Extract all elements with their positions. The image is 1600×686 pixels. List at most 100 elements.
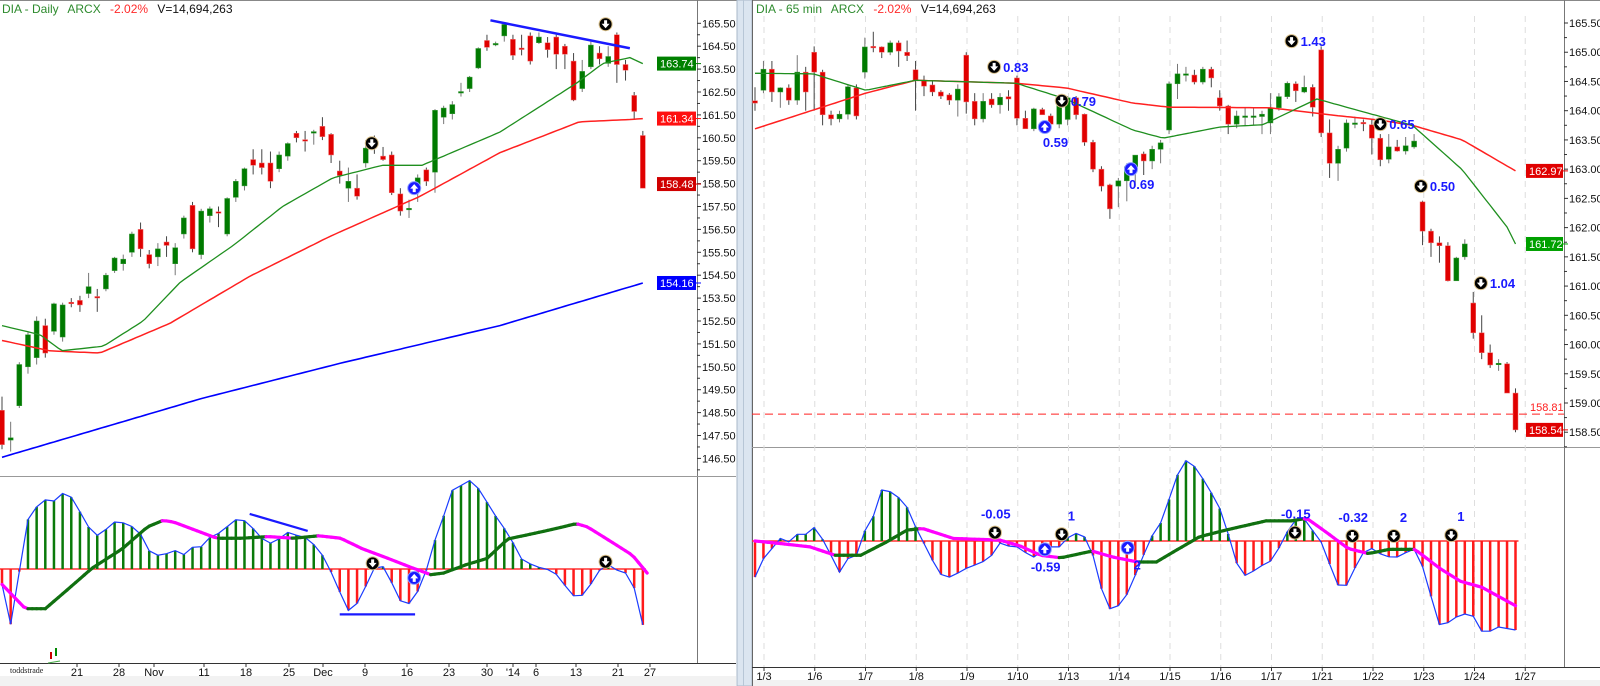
candle-body-down	[1318, 49, 1324, 134]
candle-body-down	[963, 54, 969, 103]
axis-tick-label: 159.50	[702, 156, 736, 168]
candle-body-up	[845, 86, 851, 115]
candle	[870, 31, 877, 53]
candle-body-down	[302, 139, 308, 142]
candle	[1259, 110, 1265, 135]
candle	[449, 101, 456, 120]
arrow-down-icon	[1376, 120, 1385, 129]
candle	[1504, 362, 1510, 394]
oscillator-panel	[0, 479, 649, 626]
candle-body-down	[189, 205, 196, 250]
candle-body-down	[380, 155, 386, 160]
axis-tick-label: 165.50	[702, 18, 736, 30]
candle	[163, 236, 170, 257]
time-tick-label: 6	[533, 667, 539, 679]
candle	[946, 93, 953, 105]
price-axis: 165.50 165.00 164.50 164.00 163.50 163.00 162.…	[1564, 18, 1600, 448]
price-badges: 163.74 161.34 158.48 154.16	[657, 56, 701, 290]
signal-label: 0.79	[1071, 94, 1096, 109]
candle	[16, 362, 23, 409]
time-tick-label: 1/15	[1159, 671, 1180, 683]
candle	[1470, 291, 1476, 339]
candle-body-up	[311, 131, 317, 134]
candle-body-down	[423, 169, 430, 182]
candle-body-down	[1326, 132, 1333, 164]
candle-body-up	[1343, 122, 1350, 149]
candle	[1115, 177, 1122, 208]
candle	[319, 117, 326, 141]
candle-body-down	[1005, 96, 1012, 100]
candle-body-up	[536, 36, 542, 44]
arrow-down-icon	[1447, 531, 1456, 540]
axis-tick-label: 159.50	[1569, 369, 1600, 381]
candle-body-down	[946, 94, 953, 101]
time-tick-label: 18	[240, 667, 252, 679]
price-badge-label: 161.72	[1529, 239, 1563, 251]
candle-body-down	[259, 162, 265, 168]
candle-body-down	[319, 126, 326, 137]
candle-body-up	[1233, 115, 1240, 125]
right-65min-chart: 158.81 0.83 0.59 0.79 0.69 1.43 0.65 0.50 1.04 -0…	[752, 18, 1600, 683]
candle-body-up	[1495, 362, 1502, 365]
buy-signal-price	[1124, 162, 1139, 177]
candle	[544, 37, 551, 58]
candle	[302, 130, 308, 152]
splitter-bar[interactable]	[736, 0, 753, 686]
time-tick-label: 1/3	[756, 671, 771, 683]
candle	[862, 37, 868, 79]
candle	[241, 167, 248, 191]
candle-body-down	[527, 35, 534, 62]
candle	[1478, 315, 1485, 360]
candle-body-down	[137, 229, 144, 250]
signal-label: 0.69	[1129, 177, 1154, 192]
candle	[853, 84, 860, 120]
candle-body-down	[879, 46, 885, 53]
drawing-tools-icon[interactable]	[47, 648, 61, 664]
panel-splitter[interactable]	[736, 0, 753, 686]
candle	[1377, 134, 1384, 167]
candle	[527, 32, 534, 65]
buy-signal-price	[1037, 120, 1052, 135]
oscillator-signal-label: -0.15	[1281, 507, 1311, 522]
signal-line-segment	[1509, 601, 1518, 608]
axis-tick-label: 158.50	[1569, 427, 1600, 439]
candle-body-down	[1293, 83, 1299, 92]
candle	[1022, 110, 1029, 130]
candle-body-up	[1276, 96, 1282, 109]
candle-body-up	[449, 104, 456, 115]
candle	[904, 40, 910, 61]
candle	[963, 52, 969, 114]
time-tick-label: 1/9	[959, 671, 974, 683]
left-status-strip	[0, 676, 736, 686]
arrow-down-icon	[1348, 531, 1357, 540]
candle-body-up	[129, 233, 135, 253]
candle	[120, 254, 126, 271]
candle	[518, 34, 525, 56]
left-chart-header: DIA - Daily ARCX -2.02% V=14,694,263	[2, 2, 233, 16]
sell-signal-price	[987, 59, 1002, 74]
oscillator-line	[754, 459, 1516, 632]
left-chart-frame	[0, 0, 736, 686]
candle-body-down	[1107, 184, 1113, 210]
candle	[1411, 134, 1417, 149]
left-daily-chart: 165.50 164.50 163.50 162.50 161.50 160.50 159.…	[0, 17, 736, 679]
candle-body-down	[640, 135, 646, 189]
candle-body-up	[285, 143, 291, 157]
candle-body-up	[1174, 73, 1181, 85]
candle-body-up	[233, 181, 239, 198]
candle	[997, 93, 1003, 114]
price-badge-label: 163.74	[660, 59, 694, 71]
candle-body-down	[518, 47, 525, 50]
candle	[1293, 81, 1299, 102]
watermark-toddstrade: toddstrade	[10, 666, 44, 675]
candle-body-down	[77, 300, 83, 306]
axis-tick-label: 155.50	[702, 247, 736, 259]
candle	[510, 34, 516, 60]
candle	[605, 46, 611, 67]
candle-body-up	[1183, 73, 1189, 76]
candle-body-down	[484, 40, 490, 48]
candle-body-down	[146, 254, 152, 264]
candle	[1352, 116, 1358, 129]
candle-body-up	[406, 208, 412, 211]
candle-body-down	[870, 46, 877, 49]
